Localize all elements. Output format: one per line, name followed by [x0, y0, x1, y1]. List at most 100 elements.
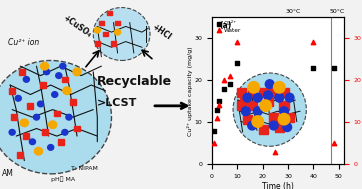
Circle shape	[264, 91, 273, 100]
Bar	[95, 41, 100, 46]
Circle shape	[94, 27, 100, 33]
Circle shape	[48, 145, 54, 150]
Circle shape	[253, 107, 262, 116]
Bar	[58, 139, 64, 145]
Bar	[237, 101, 247, 110]
Point	[211, 142, 217, 145]
Circle shape	[279, 107, 289, 116]
Circle shape	[23, 77, 29, 82]
Point	[227, 74, 232, 77]
Bar	[111, 41, 116, 46]
Bar	[28, 103, 33, 109]
Bar	[62, 77, 68, 82]
Circle shape	[278, 113, 290, 125]
Point	[222, 87, 227, 90]
Bar	[248, 88, 257, 97]
Point	[272, 104, 278, 107]
Point	[216, 104, 222, 107]
Point	[311, 66, 316, 69]
Circle shape	[60, 63, 66, 69]
Text: Cu²⁺ ion: Cu²⁺ ion	[8, 38, 39, 47]
Text: 50°C: 50°C	[330, 9, 345, 14]
Y-axis label: Cu²⁺ uptake capacity (mg/g): Cu²⁺ uptake capacity (mg/g)	[187, 46, 193, 136]
Bar	[42, 129, 48, 135]
Text: +HCl: +HCl	[150, 22, 172, 42]
Bar	[107, 11, 112, 15]
Bar	[237, 88, 247, 97]
Circle shape	[38, 101, 43, 107]
Bar	[17, 152, 23, 158]
Circle shape	[265, 80, 274, 88]
Bar	[275, 122, 284, 132]
Bar	[54, 111, 60, 116]
Circle shape	[243, 93, 252, 102]
Circle shape	[66, 114, 72, 120]
Point	[214, 117, 220, 120]
Bar	[9, 88, 15, 94]
Circle shape	[0, 60, 111, 174]
Bar	[115, 21, 120, 25]
Circle shape	[73, 68, 81, 76]
Circle shape	[49, 121, 57, 129]
Circle shape	[285, 93, 294, 102]
Point	[227, 83, 232, 86]
Bar	[269, 113, 278, 122]
Bar	[39, 82, 46, 88]
Text: T: NIPAM: T: NIPAM	[71, 166, 98, 171]
Text: pH： MA: pH： MA	[51, 177, 75, 182]
Circle shape	[114, 29, 121, 35]
Bar	[279, 88, 289, 97]
Bar	[74, 126, 80, 131]
Point	[234, 62, 240, 65]
Bar	[243, 115, 252, 124]
Bar	[240, 95, 249, 105]
Circle shape	[253, 93, 262, 102]
Circle shape	[41, 62, 49, 70]
Bar	[99, 21, 104, 25]
Bar	[285, 113, 294, 122]
Text: +CuSO₄: +CuSO₄	[61, 14, 93, 40]
Circle shape	[248, 82, 260, 93]
Bar	[11, 114, 17, 120]
Bar	[103, 32, 108, 36]
Bar	[19, 69, 25, 75]
Circle shape	[241, 107, 250, 116]
Bar	[264, 97, 273, 106]
Text: >LCST: >LCST	[97, 98, 138, 108]
Bar	[248, 101, 257, 110]
Bar	[259, 88, 268, 97]
Bar	[23, 133, 29, 139]
Point	[211, 129, 217, 132]
Circle shape	[20, 119, 28, 127]
Bar	[279, 101, 289, 110]
Point	[216, 100, 222, 103]
Circle shape	[274, 82, 285, 93]
Point	[214, 108, 220, 111]
Point	[234, 41, 240, 44]
Point	[272, 150, 278, 153]
Circle shape	[34, 147, 43, 155]
Circle shape	[252, 116, 264, 127]
Text: AM: AM	[2, 169, 14, 178]
Circle shape	[43, 69, 50, 75]
Legend: Cu²⁺, Water: Cu²⁺, Water	[215, 20, 242, 34]
Circle shape	[56, 73, 62, 78]
Bar	[70, 99, 76, 105]
Circle shape	[15, 95, 21, 101]
Text: Recyclable: Recyclable	[97, 75, 172, 88]
Circle shape	[283, 123, 292, 132]
Circle shape	[233, 73, 306, 146]
Circle shape	[52, 92, 58, 97]
Bar	[259, 125, 268, 134]
Circle shape	[260, 100, 272, 111]
Text: 30°C: 30°C	[285, 9, 301, 14]
Circle shape	[33, 114, 39, 120]
Point	[331, 142, 337, 145]
X-axis label: Time (h): Time (h)	[262, 182, 294, 189]
Circle shape	[9, 129, 15, 135]
Point	[222, 79, 227, 82]
Point	[311, 41, 316, 44]
Point	[331, 66, 337, 69]
Bar	[269, 88, 278, 97]
Circle shape	[29, 139, 35, 145]
